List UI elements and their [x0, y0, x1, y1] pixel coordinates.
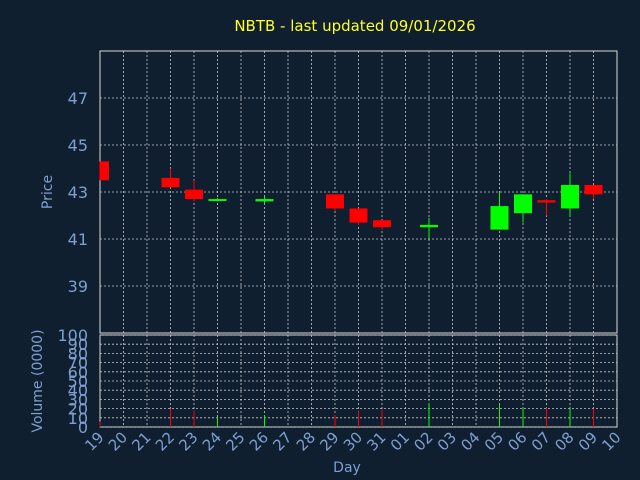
volume-axis-label: Volume (0000)	[30, 329, 46, 432]
x-tick-label: 27	[269, 428, 295, 454]
x-tick-label: 08	[551, 428, 577, 454]
x-tick-label: 04	[457, 428, 483, 454]
volume-tick-label: 100	[57, 326, 88, 345]
volume-tick-label: 60	[68, 363, 88, 382]
price-axis-label: Price	[40, 175, 56, 209]
chart-title: NBTB - last updated 09/01/2026	[234, 17, 475, 35]
candle-body	[514, 194, 532, 214]
x-tick-label: 09	[575, 428, 601, 454]
candle-body	[208, 199, 227, 202]
candle-body	[420, 224, 438, 228]
volume-tick-label: 30	[68, 390, 88, 409]
candle-body	[161, 177, 180, 188]
candle-body	[185, 189, 203, 200]
x-tick-label: 20	[105, 428, 131, 454]
price-tick-label: 45	[68, 136, 88, 155]
volume-tick-label: 40	[68, 381, 88, 400]
x-tick-label: 07	[528, 428, 554, 454]
x-tick-label: 02	[410, 428, 436, 454]
volume-tick-label: 50	[68, 372, 88, 391]
volume-tick-label: 90	[68, 335, 88, 354]
candle-body	[561, 184, 579, 209]
volume-tick-label: 70	[68, 354, 88, 373]
x-tick-label: 03	[434, 428, 460, 454]
candle-body	[100, 161, 109, 181]
x-tick-label: 29	[316, 428, 342, 454]
x-tick-label: 26	[246, 428, 272, 454]
x-tick-label: 23	[175, 428, 201, 454]
candle-body	[537, 200, 556, 203]
x-tick-label: 31	[363, 428, 389, 454]
candle-body	[373, 220, 391, 228]
candle-body	[349, 208, 368, 223]
price-tick-label: 39	[68, 277, 88, 296]
volume-tick-label: 20	[68, 400, 88, 419]
candle-body	[584, 184, 603, 195]
x-tick-label: 22	[152, 428, 178, 454]
x-axis-label: Day	[333, 460, 361, 476]
price-tick-label: 43	[68, 183, 88, 202]
candle-body	[490, 206, 509, 230]
x-tick-label: 01	[387, 428, 413, 454]
candle-body	[326, 194, 344, 209]
volume-tick-label: 80	[68, 344, 88, 363]
volume-tick-label: 10	[68, 409, 88, 428]
candle-body	[255, 199, 274, 202]
x-tick-label: 05	[481, 428, 507, 454]
volume-tick-label: 0	[78, 418, 88, 437]
x-tick-labels: 1920212223242526272829303101020304050607…	[81, 428, 624, 454]
x-tick-label: 06	[504, 428, 530, 454]
x-tick-label: 21	[128, 428, 154, 454]
price-panel: 39 41 43 45 47	[68, 50, 618, 334]
x-tick-label: 24	[199, 428, 225, 454]
x-tick-label: 30	[340, 428, 366, 454]
price-tick-label: 47	[68, 89, 88, 108]
x-tick-label: 10	[598, 428, 624, 454]
price-tick-label: 41	[68, 230, 88, 249]
x-tick-label: 25	[222, 428, 248, 454]
x-tick-label: 28	[293, 428, 319, 454]
